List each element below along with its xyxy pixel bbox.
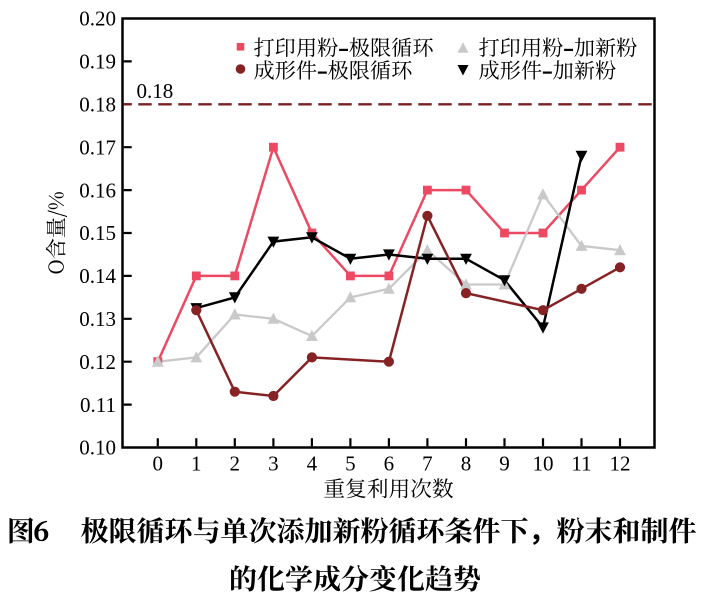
svg-text:11: 11 <box>571 452 591 476</box>
svg-text:12: 12 <box>610 452 631 476</box>
svg-text:6: 6 <box>384 452 395 476</box>
svg-text:0.16: 0.16 <box>79 178 116 202</box>
svg-text:2: 2 <box>230 452 241 476</box>
svg-text:0.19: 0.19 <box>79 50 116 74</box>
svg-text:0.13: 0.13 <box>79 307 116 331</box>
svg-text:5: 5 <box>345 452 356 476</box>
svg-text:0.15: 0.15 <box>79 221 116 245</box>
svg-text:0.11: 0.11 <box>80 393 116 417</box>
svg-text:0.18: 0.18 <box>79 93 116 117</box>
svg-text:0.17: 0.17 <box>79 135 116 159</box>
svg-text:4: 4 <box>307 452 318 476</box>
svg-text:0.12: 0.12 <box>79 350 116 374</box>
svg-text:0.14: 0.14 <box>79 264 116 288</box>
svg-text:1: 1 <box>191 452 202 476</box>
svg-text:9: 9 <box>499 452 510 476</box>
svg-text:10: 10 <box>533 452 554 476</box>
svg-text:3: 3 <box>268 452 279 476</box>
svg-text:0.10: 0.10 <box>79 436 116 460</box>
svg-text:0: 0 <box>153 452 164 476</box>
svg-text:0.18: 0.18 <box>137 79 174 103</box>
svg-text:8: 8 <box>461 452 472 476</box>
svg-text:0.20: 0.20 <box>79 7 116 31</box>
svg-text:7: 7 <box>422 452 433 476</box>
